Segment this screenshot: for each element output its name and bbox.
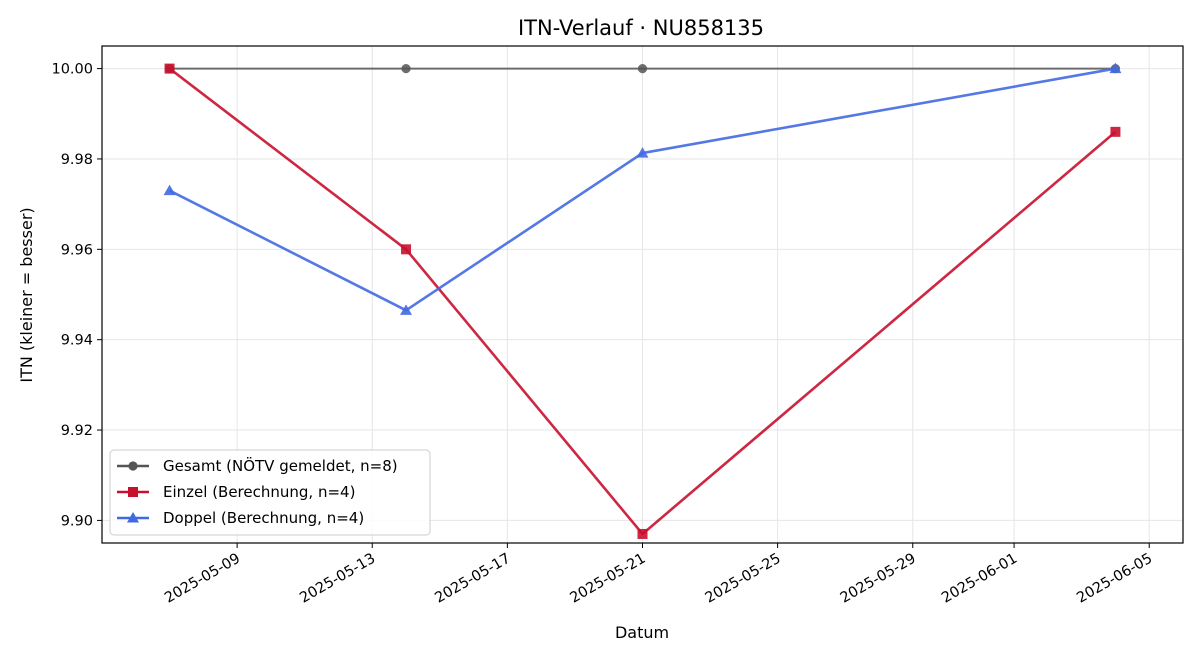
data-point bbox=[636, 147, 649, 158]
legend-marker bbox=[128, 461, 138, 471]
data-point bbox=[1109, 62, 1122, 74]
data-point bbox=[401, 63, 411, 74]
y-tick-label: 9.98 bbox=[61, 152, 93, 168]
x-tick-label: 2025-05-29 bbox=[838, 551, 919, 607]
x-tick-label: 2025-06-05 bbox=[1074, 551, 1155, 607]
y-tick-label: 9.92 bbox=[61, 423, 93, 439]
legend-marker bbox=[128, 487, 138, 497]
y-tick-label: 9.90 bbox=[61, 513, 93, 529]
x-tick-label: 2025-05-21 bbox=[568, 551, 649, 607]
series-triangle bbox=[163, 62, 1122, 315]
data-point bbox=[400, 304, 413, 315]
series-line bbox=[168, 67, 1117, 536]
x-axis: 2025-05-09 2025-05-13 2025-05-17 2025-05-21… bbox=[162, 543, 1155, 607]
legend-label: Gesamt (NÖTV gemeldet, n=8) bbox=[163, 456, 398, 475]
x-tick-label: 2025-05-25 bbox=[703, 551, 784, 607]
y-tick-label: 10.00 bbox=[51, 62, 93, 78]
x-tick-label: 2025-06-01 bbox=[939, 551, 1020, 607]
data-point bbox=[163, 184, 176, 196]
series-layer bbox=[163, 62, 1122, 539]
legend-label: Doppel (Berechnung, n=4) bbox=[163, 509, 364, 527]
x-tick-label: 2025-05-13 bbox=[297, 551, 378, 607]
series-square bbox=[164, 63, 1121, 539]
data-point bbox=[637, 528, 648, 539]
x-axis-label: Datum bbox=[615, 623, 669, 642]
series-circle bbox=[164, 63, 1121, 74]
legend-marker bbox=[127, 512, 139, 523]
legend-box bbox=[109, 449, 431, 536]
y-tick-label: 9.96 bbox=[61, 242, 93, 258]
data-point bbox=[164, 63, 175, 74]
legend-item: Gesamt (NÖTV gemeldet, n=8) bbox=[117, 456, 398, 475]
series-line bbox=[168, 67, 1116, 312]
chart-title: ITN-Verlauf · NU858135 bbox=[518, 16, 764, 40]
data-point bbox=[401, 244, 412, 255]
data-point bbox=[1110, 126, 1121, 137]
data-point bbox=[637, 63, 648, 74]
legend-label: Einzel (Berechnung, n=4) bbox=[163, 483, 355, 501]
legend-item: Einzel (Berechnung, n=4) bbox=[117, 483, 355, 501]
y-axis: 9.90 9.92 9.94 9.96 9.98 10.00 bbox=[51, 62, 102, 529]
y-axis-label: ITN (kleiner = besser) bbox=[17, 207, 36, 382]
x-tick-label: 2025-05-09 bbox=[162, 551, 243, 607]
legend: Gesamt (NÖTV gemeldet, n=8) Einzel (Berec… bbox=[109, 449, 431, 536]
y-tick-label: 9.94 bbox=[61, 333, 93, 349]
x-tick-label: 2025-05-17 bbox=[432, 551, 513, 607]
legend-item: Doppel (Berechnung, n=4) bbox=[117, 509, 364, 527]
